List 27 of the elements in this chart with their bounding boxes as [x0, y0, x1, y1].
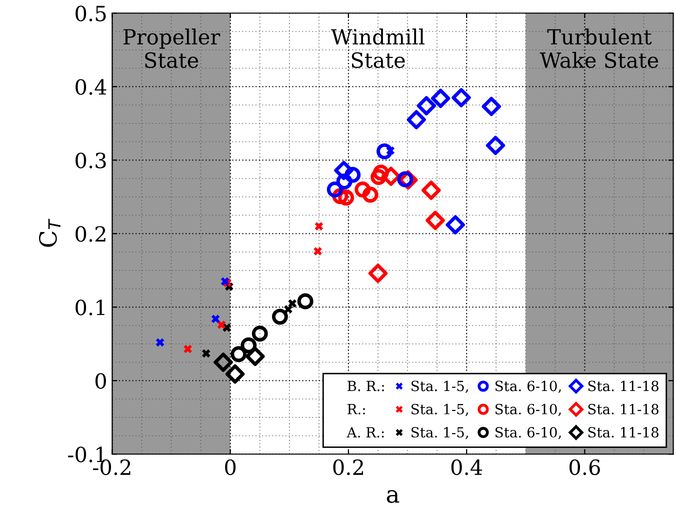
legend-label: Sta. 11-18: [588, 427, 658, 438]
annotation: Windmill State: [330, 28, 424, 68]
y-tick-label: 0: [95, 373, 106, 389]
x-tick-label: 0.2: [333, 459, 363, 476]
annotation: A. R.:: [346, 427, 384, 438]
legend-label: Sta. 11-18: [588, 380, 658, 392]
legend-label: Sta. 1-5,: [412, 404, 468, 416]
annotation: R.:: [348, 404, 365, 414]
legend-label: Sta. 11-18: [588, 404, 658, 414]
legend-label: Sta. 6-10,: [496, 380, 561, 393]
x-axis-title: a: [386, 490, 400, 503]
legend-label: Sta. 1-5,: [412, 427, 468, 440]
y-axis-title: C$_{T}$: [39, 218, 60, 247]
legend-label: Sta. 6-10,: [496, 404, 561, 416]
band-label: Turbulent Wake State: [540, 28, 658, 68]
y-tick-label: 0.5: [76, 6, 106, 22]
x-tick-label: 0.4: [451, 459, 482, 476]
band-label: Propeller State: [124, 28, 220, 68]
y-tick-label: 0.4: [76, 79, 106, 95]
annotation: B. R.:: [348, 380, 384, 392]
y-tick-label: 0.3: [76, 152, 106, 168]
legend-label: Sta. 1-5,: [412, 380, 468, 393]
x-tick-label: 0: [225, 459, 236, 476]
y-tick-label: 0.2: [76, 226, 106, 242]
legend-label: Sta. 6-10,: [496, 427, 561, 440]
y-tick-label: 0.1: [76, 300, 104, 316]
x-tick-label: 0.6: [570, 459, 600, 476]
